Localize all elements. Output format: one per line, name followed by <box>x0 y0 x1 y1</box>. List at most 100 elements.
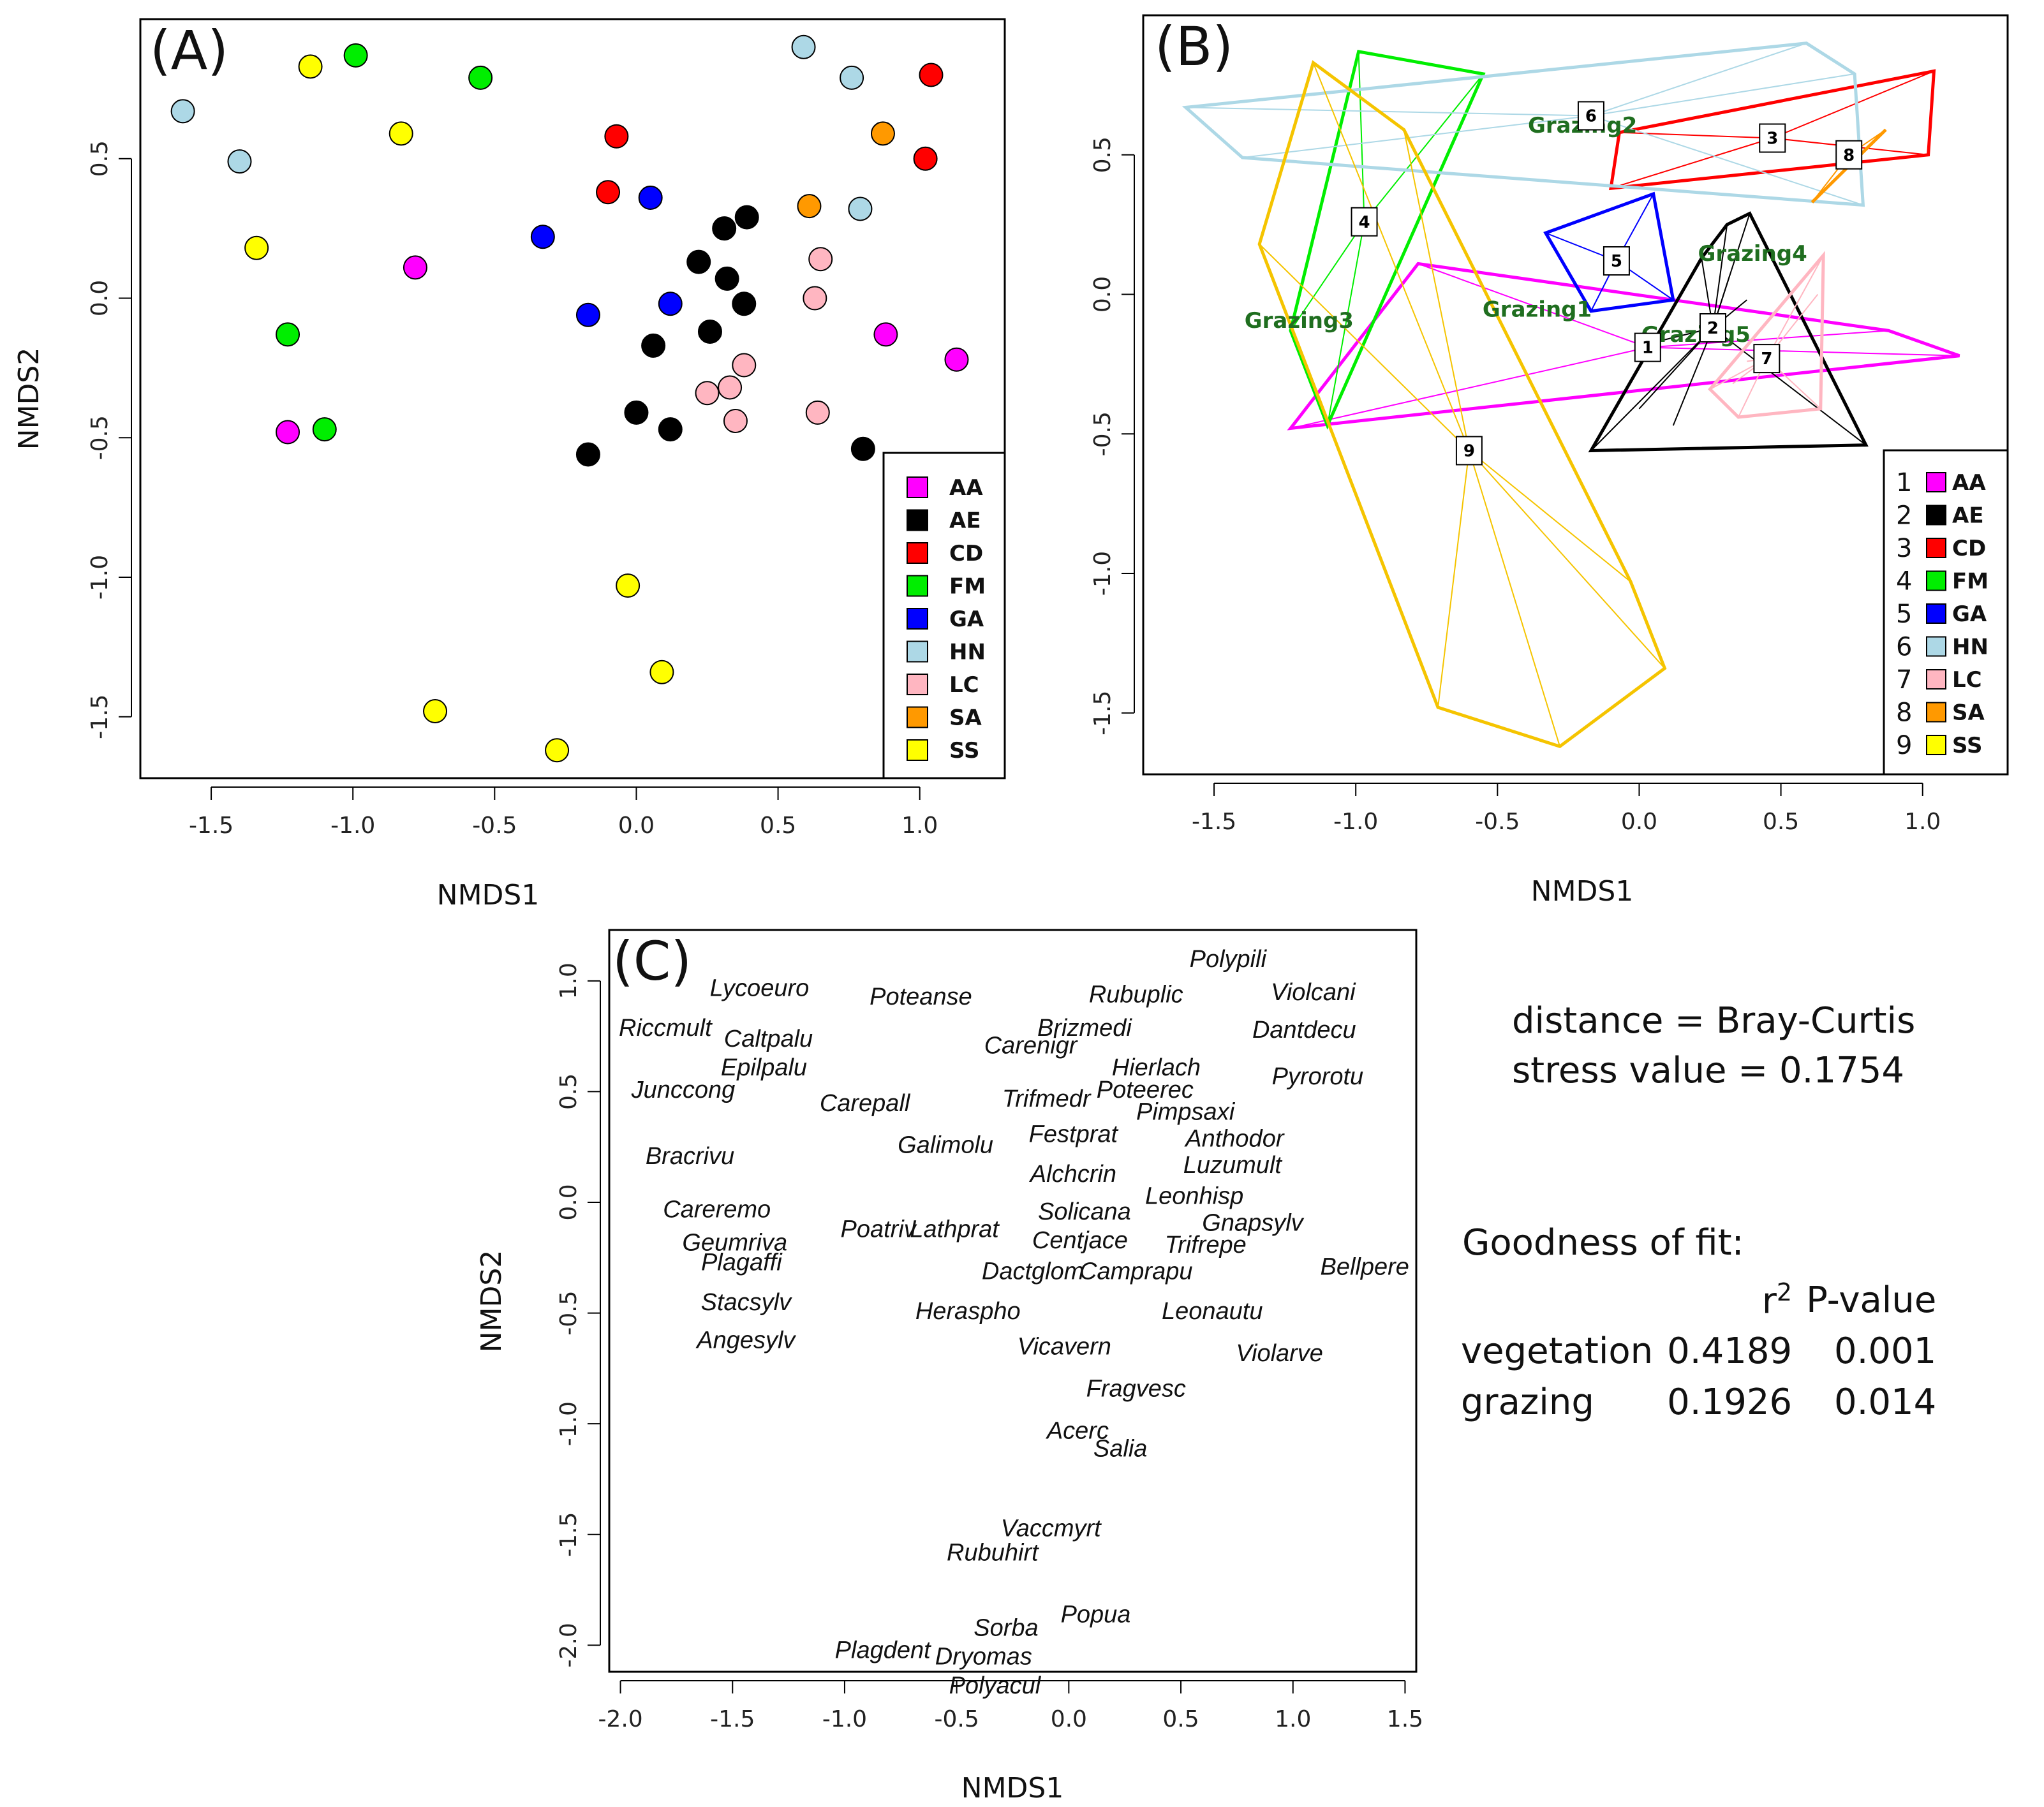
panel-c-y-tick-label: -1.5 <box>556 1512 582 1557</box>
point-ae <box>624 400 649 425</box>
species-label: Polypili <box>1190 946 1268 973</box>
species-label: Alchcrin <box>1029 1161 1116 1188</box>
species-label: Plagdent <box>835 1637 931 1663</box>
spider-line-ae <box>1712 327 1867 446</box>
panel-b-x-label: NMDS1 <box>1531 875 1634 908</box>
point-fm <box>276 322 300 347</box>
legend-number-hn: 6 <box>1896 633 1912 662</box>
species-label: Carenigr <box>984 1033 1078 1059</box>
panel-c-x-tick-label: 0.0 <box>1051 1706 1087 1732</box>
panel-c: (C) -2.0 -1.5 -1.0 -0.5 0.0 0.5 1.0 1.5 -2.0 -1.… <box>475 929 1423 1804</box>
legend-swatch-fm <box>907 575 928 597</box>
legend-swatch-sa <box>907 706 928 728</box>
point-lc <box>808 247 833 272</box>
spider-line-aa <box>1647 346 1960 357</box>
point-aa <box>873 322 898 347</box>
legend-number-sa: 8 <box>1896 698 1912 728</box>
legend-label-aa: AA <box>1952 470 1986 496</box>
stress-text: stress value = 0.1754 <box>1512 1050 1904 1091</box>
species-label: Festprat <box>1029 1121 1119 1147</box>
point-sa <box>870 121 895 146</box>
gof-row-label: grazing <box>1461 1381 1594 1423</box>
hull-ga <box>1543 191 1675 313</box>
panel-c-y-tick-label: 0.5 <box>556 1073 582 1110</box>
panel-b-y-tick-label: 0.0 <box>1090 276 1116 313</box>
panel-c-x-axis: -2.0 -1.5 -1.0 -0.5 0.0 0.5 1.0 1.5 <box>598 1680 1423 1732</box>
gof-row-p: 0.001 <box>1833 1330 1937 1372</box>
centroid-label-ae: 2 <box>1707 319 1719 338</box>
point-aa <box>276 420 300 445</box>
spider-line-ss <box>1403 129 1470 451</box>
species-label: Luzumult <box>1183 1152 1283 1179</box>
panel-b-group-hulls <box>1181 41 1960 749</box>
species-label: Solicana <box>1038 1199 1131 1225</box>
panel-b-legend: 1 AA 2 AE 3 CD 4 FM 5 GA 6 HN 7 LC 8 SA 9 SS <box>1883 449 2009 776</box>
species-label: Fragvesc <box>1086 1376 1186 1403</box>
species-label: Carepall <box>820 1090 911 1117</box>
legend-label-sa: SA <box>1952 700 1985 726</box>
panel-a-x-tick-label: -0.5 <box>472 813 517 839</box>
point-ae <box>732 291 757 316</box>
species-label: Vicavern <box>1018 1334 1111 1361</box>
legend-number-aa: 1 <box>1896 468 1912 498</box>
panel-c-tag: (C) <box>612 930 692 992</box>
panel-b-y-tick-label: -1.0 <box>1090 551 1116 596</box>
gof-row-r2: 0.4189 <box>1667 1330 1793 1372</box>
species-label: Dryomas <box>935 1644 1032 1671</box>
point-ae <box>686 249 711 274</box>
panel-a-legend-items: AA AE CD FM GA HN LC SA SS <box>907 475 986 763</box>
species-label: Violcani <box>1271 979 1356 1006</box>
species-label: Rubuplic <box>1089 982 1183 1008</box>
point-ss <box>389 121 413 146</box>
spider-line-aa <box>1290 346 1648 429</box>
panel-a-x-axis: -1.5 -1.0 -0.5 0.0 0.5 1.0 <box>189 786 938 839</box>
species-label: Sorba <box>974 1615 1038 1642</box>
panel-a-y-tick-label: -1.5 <box>87 695 113 739</box>
species-label: Hierlach <box>1112 1054 1201 1081</box>
species-label: Popua <box>1061 1602 1131 1628</box>
spider-line-ss <box>1312 63 1470 451</box>
spider-line-fm <box>1358 51 1365 222</box>
point-lc <box>803 286 827 311</box>
panel-c-x-tick-label: 1.0 <box>1275 1706 1311 1732</box>
point-ss <box>244 235 269 260</box>
spider-line-ae <box>1712 224 1728 328</box>
point-hn <box>848 196 873 221</box>
point-ae <box>658 417 683 442</box>
spider-line-cd <box>1610 137 1773 189</box>
panel-a-y-tick-label: -0.5 <box>87 415 113 460</box>
species-label: Lathprat <box>910 1216 1000 1243</box>
point-ae <box>850 436 875 461</box>
gof-header-r2: r2 <box>1667 1274 1806 1325</box>
panel-c-x-tick-label: -2.0 <box>598 1706 642 1732</box>
species-label: Brizmedi <box>1037 1015 1132 1042</box>
legend-swatch-ga <box>907 608 928 630</box>
species-label: Heraspho <box>915 1298 1021 1325</box>
legend-number-lc: 7 <box>1896 665 1912 695</box>
legend-swatch-ss <box>1926 735 1946 755</box>
goodness-of-fit-title: Goodness of fit: <box>1462 1222 1744 1264</box>
point-cd <box>596 180 621 205</box>
panel-b-y-axis: -1.5 -1.0 -0.5 0.0 0.5 <box>1090 136 1135 735</box>
species-label: Leonautu <box>1162 1298 1263 1325</box>
panel-c-plot-area <box>608 929 1418 1673</box>
spider-line-ae <box>1590 327 1714 452</box>
panel-c-y-tick-label: -0.5 <box>556 1290 582 1335</box>
species-label: Junccong <box>631 1077 736 1103</box>
centroid-box-lc <box>1753 344 1781 374</box>
point-cd <box>604 124 629 149</box>
centroid-label-aa: 1 <box>1642 339 1654 358</box>
species-label: Angesylv <box>695 1327 796 1353</box>
centroid-box-fm <box>1351 207 1378 237</box>
gof-row-r2: 0.1926 <box>1667 1381 1793 1423</box>
legend-swatch-hn <box>1926 636 1946 657</box>
centroid-label-ga: 5 <box>1611 252 1622 271</box>
panel-c-y-tick-label: 1.0 <box>556 963 582 999</box>
panel-c-x-tick-label: 0.5 <box>1162 1706 1199 1732</box>
hull-lc <box>1708 251 1825 419</box>
species-label: Poatriv <box>841 1216 917 1243</box>
species-label: Geumriva <box>682 1230 787 1257</box>
panel-c-y-tick-label: 0.0 <box>556 1184 582 1220</box>
panel-a-tag: (A) <box>150 19 228 82</box>
